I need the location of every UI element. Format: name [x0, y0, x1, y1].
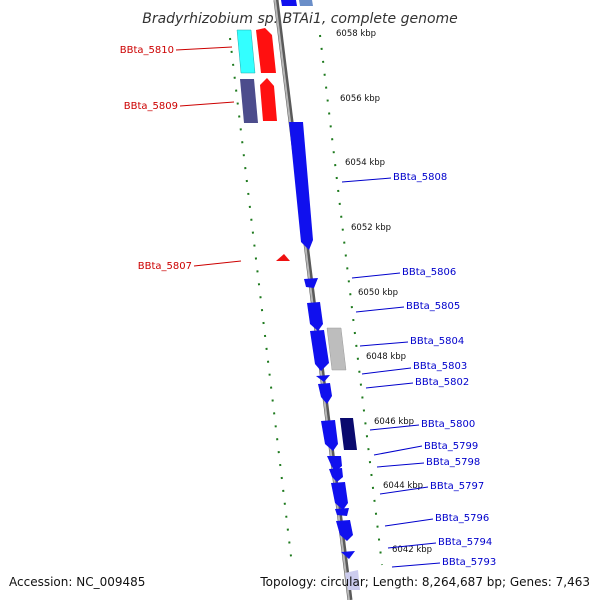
gene-feature-BBta_5806[interactable]: [304, 278, 318, 288]
forward-strand-features: [289, 122, 360, 590]
gene-feature-BBta_5796[interactable]: [335, 508, 349, 516]
tick-track-right: [319, 34, 383, 566]
gene-label-BBta_5810[interactable]: BBta_5810: [120, 45, 174, 56]
gene-feature-slate[interactable]: [240, 79, 258, 123]
gene-feature-BBta_5808[interactable]: [289, 122, 313, 250]
kbp-label: 6048 kbp: [366, 352, 406, 362]
forward-gene-labels: BBta_5808 BBta_5806 BBta_5805 BBta_5804 …: [393, 172, 496, 568]
map-title: Bradyrhizobium sp. BTAi1, complete genom…: [142, 11, 458, 27]
kbp-markers: 6058 kbp 6056 kbp 6054 kbp 6052 kbp 6050…: [336, 29, 432, 555]
kbp-label: 6046 kbp: [374, 417, 414, 427]
kbp-label: 6050 kbp: [358, 288, 398, 298]
gene-feature-BBta_5793[interactable]: [341, 551, 355, 559]
kbp-label: 6056 kbp: [340, 94, 380, 104]
gene-feature-BBta_5797[interactable]: [331, 482, 348, 510]
gene-feature-BBta_5805[interactable]: [307, 302, 323, 331]
gene-feature-bottom-clipped[interactable]: [345, 570, 360, 590]
kbp-label: 6058 kbp: [336, 29, 376, 39]
tick-track-left: [229, 37, 293, 566]
accession-text: Accession: NC_009485: [9, 575, 146, 589]
gene-feature-BBta_5794[interactable]: [336, 520, 353, 541]
kbp-label: 6042 kbp: [392, 545, 432, 555]
gene-label-BBta_5798[interactable]: BBta_5798: [426, 457, 480, 468]
gene-label-BBta_5808[interactable]: BBta_5808: [393, 172, 447, 183]
kbp-label: 6044 kbp: [383, 481, 423, 491]
kbp-label: 6054 kbp: [345, 158, 385, 168]
gene-label-BBta_5807[interactable]: BBta_5807: [138, 261, 192, 272]
gene-feature-BBta_5799[interactable]: [340, 418, 357, 450]
gene-label-BBta_5797[interactable]: BBta_5797: [430, 481, 484, 492]
gene-label-BBta_5805[interactable]: BBta_5805: [406, 301, 460, 312]
gene-label-BBta_5804[interactable]: BBta_5804: [410, 336, 464, 347]
reverse-gene-labels: BBta_5810 BBta_5809 BBta_5807: [120, 45, 192, 272]
forward-gene-leaders: [341, 177, 441, 568]
gene-feature-BBta_5809[interactable]: [260, 78, 277, 121]
gene-feature-top-clipped[interactable]: [299, 0, 313, 6]
gene-feature-BBta_5803[interactable]: [310, 330, 329, 371]
topology-text: Topology: circular; Length: 8,264,687 bp…: [260, 575, 590, 589]
gene-label-BBta_5794[interactable]: BBta_5794: [438, 537, 492, 548]
gene-feature-cyan[interactable]: [236, 29, 256, 74]
gene-label-BBta_5806[interactable]: BBta_5806: [402, 267, 456, 278]
gene-label-BBta_5802[interactable]: BBta_5802: [415, 377, 469, 388]
reverse-strand-features: [236, 28, 290, 261]
gene-label-BBta_5799[interactable]: BBta_5799: [424, 441, 478, 452]
gene-feature-BBta_5807[interactable]: [276, 254, 290, 261]
gene-label-BBta_5803[interactable]: BBta_5803: [413, 361, 467, 372]
gene-feature-small[interactable]: [318, 383, 332, 404]
kbp-label: 6052 kbp: [351, 223, 391, 233]
gene-feature-BBta_5798[interactable]: [327, 456, 342, 472]
gene-label-BBta_5800[interactable]: BBta_5800: [421, 419, 475, 430]
gene-label-BBta_5809[interactable]: BBta_5809: [124, 101, 178, 112]
gene-feature-BBta_5802[interactable]: [316, 375, 330, 382]
gene-feature-BBta_5800[interactable]: [321, 420, 338, 451]
gene-feature-small[interactable]: [329, 468, 343, 482]
gene-feature-BBta_5804[interactable]: [326, 327, 347, 371]
gene-label-BBta_5796[interactable]: BBta_5796: [435, 513, 489, 524]
reverse-gene-leaders: [175, 46, 242, 267]
gene-feature-BBta_5810[interactable]: [256, 28, 276, 73]
gene-feature-top-clipped[interactable]: [281, 0, 297, 6]
gene-label-BBta_5793[interactable]: BBta_5793: [442, 557, 496, 568]
